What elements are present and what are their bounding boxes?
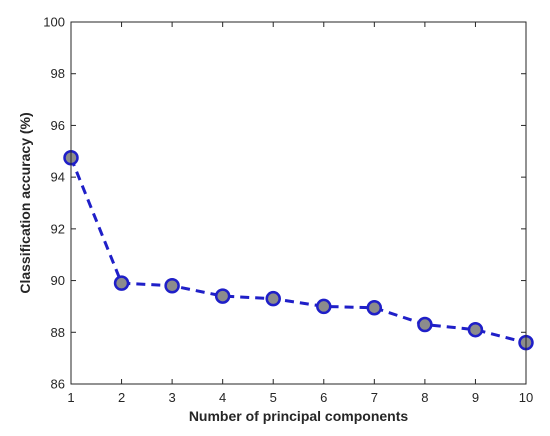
x-tick-label: 3 (168, 390, 175, 405)
x-axis-label: Number of principal components (189, 408, 409, 424)
data-point (417, 316, 433, 333)
axes-box (70, 21, 527, 385)
data-point (164, 277, 180, 294)
y-tick-label: 92 (51, 221, 65, 236)
y-tick-label: 100 (43, 15, 65, 30)
plot-area (71, 22, 526, 384)
y-tick-label: 90 (51, 273, 65, 288)
data-point (265, 290, 281, 307)
y-tick-label: 94 (51, 170, 65, 185)
data-point (316, 298, 332, 315)
y-axis-label: Classification accuracy (%) (17, 112, 33, 293)
data-point (467, 321, 484, 338)
x-tick-label: 1 (67, 390, 74, 405)
x-tick-label: 10 (519, 390, 533, 405)
axis-ticks (70, 21, 527, 385)
x-tick-label: 4 (219, 390, 226, 405)
x-tick-label: 9 (472, 390, 479, 405)
x-tick-label: 2 (118, 390, 125, 405)
y-tick-label: 88 (51, 325, 65, 340)
y-tick-label: 98 (51, 66, 65, 81)
y-tick-label: 96 (51, 118, 65, 133)
y-tick-label: 86 (51, 377, 65, 392)
x-tick-label: 7 (371, 390, 378, 405)
x-tick-label: 5 (270, 390, 277, 405)
data-point (366, 299, 383, 316)
series-line (69, 157, 527, 345)
tick-labels: 1 2 3 4 5 6 7 8 9 10 86 88 90 92 94 96 98 100 (43, 15, 533, 406)
data-point (214, 288, 231, 304)
x-tick-label: 8 (421, 390, 428, 405)
data-point (113, 275, 130, 291)
x-tick-label: 6 (320, 390, 327, 405)
